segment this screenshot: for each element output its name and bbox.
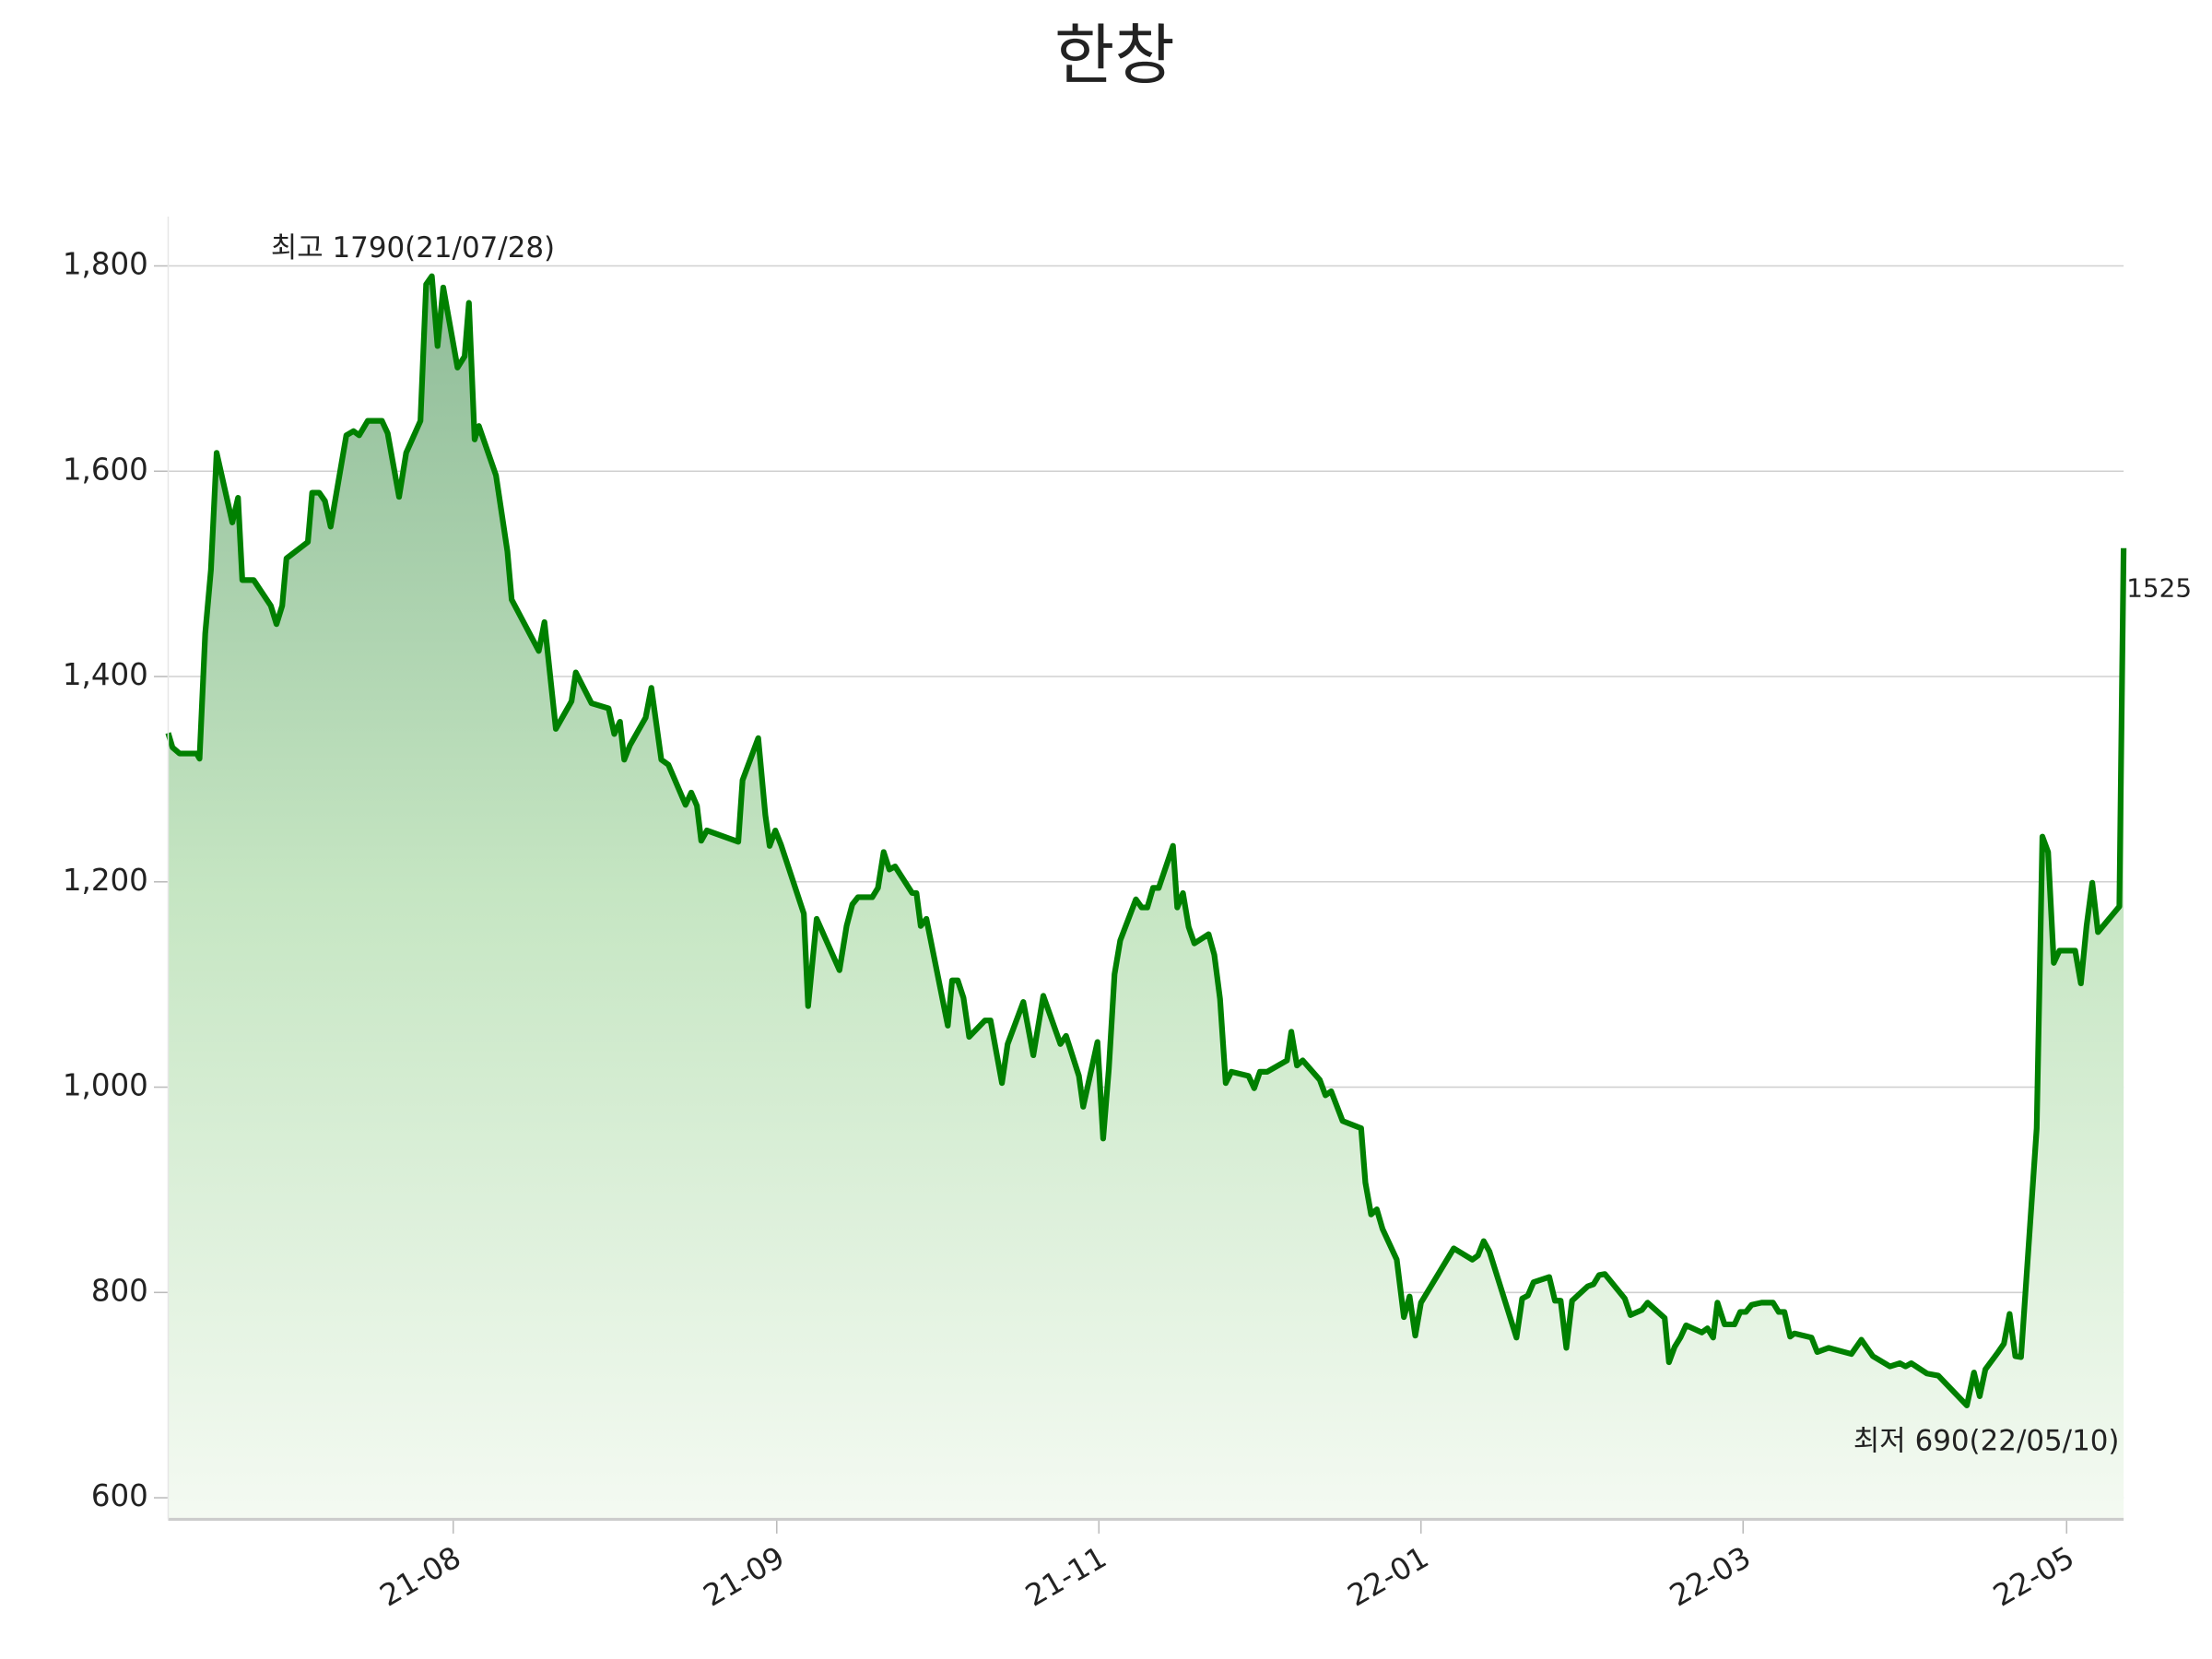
x-tick-label: 22-05 [1987,1539,2080,1613]
x-tick-label: 22-03 [1664,1539,1757,1613]
x-tick-label: 22-01 [1342,1539,1435,1613]
y-tick-label: 1,800 [63,247,148,282]
area [168,276,2124,1520]
y-tick-label: 600 [91,1478,148,1513]
y-tick-label: 1,200 [63,863,148,898]
y-tick-label: 800 [91,1273,148,1308]
x-tick-label: 21-11 [1019,1539,1112,1613]
chart-title: 한창 [1054,17,1175,93]
y-tick-label: 1,400 [63,657,148,692]
x-tick-label: 21-08 [374,1539,467,1613]
max-annotation: 최고 1790(21/07/28) [271,231,555,265]
y-tick-label: 1,000 [63,1068,148,1103]
x-tick-label: 21-09 [698,1539,791,1613]
y-tick-label: 1,600 [63,452,148,487]
last-value-label: 1525 [2126,573,2192,604]
min-annotation: 최저 690(22/05/10) [1853,1424,2120,1457]
price-line [165,273,2127,1408]
